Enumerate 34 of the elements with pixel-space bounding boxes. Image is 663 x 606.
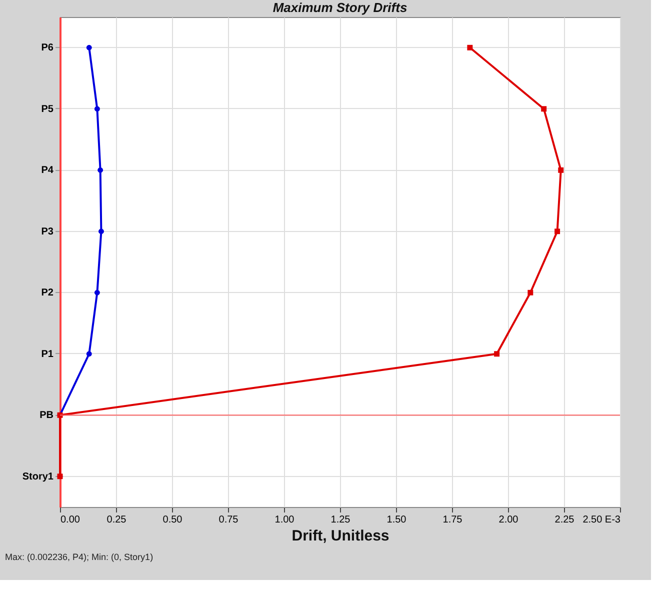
point xyxy=(98,167,104,173)
x-tick-label: 0.00 xyxy=(60,514,80,526)
point xyxy=(467,44,473,50)
y-tick-label: P5 xyxy=(41,104,54,115)
chart-title: Maximum Story Drifts xyxy=(272,0,408,15)
point xyxy=(86,44,92,50)
y-tick-label: P2 xyxy=(41,288,54,299)
x-tick-label: 0.75 xyxy=(218,514,239,526)
x-tick-label: 1.00 xyxy=(274,514,295,526)
y-tick-label: PB xyxy=(40,410,54,422)
point xyxy=(86,351,92,357)
text: Max: (0.002236, P4); Min: (0, Story1) xyxy=(5,552,154,562)
x-tick-label: 0.50 xyxy=(162,514,183,526)
point xyxy=(494,351,500,357)
point xyxy=(98,228,104,234)
y-tick-label: P4 xyxy=(41,165,54,176)
x-tick-label: 1.75 xyxy=(442,514,463,526)
x-tick-label: 2.00 xyxy=(498,514,519,526)
y-tick-label: P1 xyxy=(41,348,54,360)
x-axis-title: Drift, Unitless xyxy=(292,528,390,544)
x-tick-label: 2.25 xyxy=(554,514,575,526)
point xyxy=(528,290,534,296)
point xyxy=(554,228,560,234)
y-tick-label: Story1 xyxy=(22,471,54,482)
point xyxy=(541,106,547,112)
point xyxy=(94,290,100,296)
y-tick-label: P6 xyxy=(41,42,54,54)
x-tick-label: 1.25 xyxy=(330,514,351,526)
point xyxy=(558,167,564,173)
y-tick-label: P3 xyxy=(41,226,54,238)
x-tick-label: 2.50 E-3 xyxy=(582,514,621,526)
point xyxy=(94,106,100,112)
x-tick-label: 1.50 xyxy=(386,514,407,526)
x-tick-label: 0.25 xyxy=(106,514,127,526)
